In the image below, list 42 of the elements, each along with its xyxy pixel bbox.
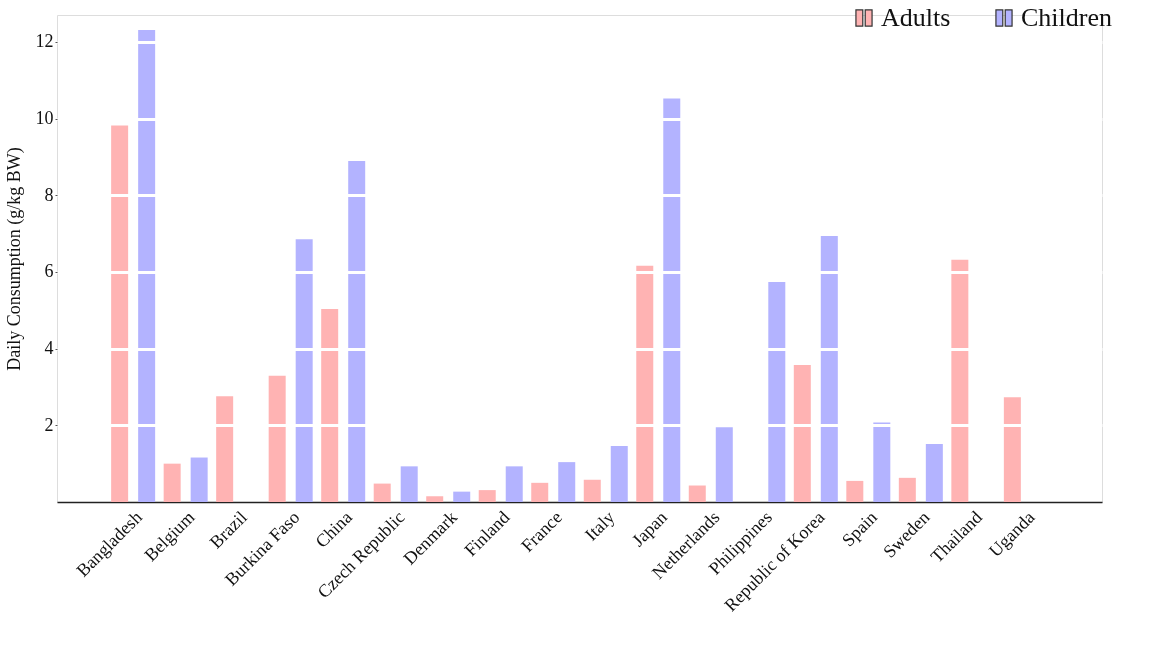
bar (663, 98, 681, 502)
legend-label: Adults (881, 3, 951, 32)
bar (820, 235, 838, 502)
bar (531, 482, 549, 502)
bar (951, 259, 969, 502)
bar (505, 466, 523, 502)
bar (768, 281, 786, 502)
bar (898, 477, 916, 502)
bar (216, 396, 234, 502)
bar (688, 485, 706, 502)
bar (268, 375, 286, 502)
bar (583, 479, 601, 502)
y-tick-label: 6 (44, 261, 54, 282)
x-tick-label: Italy (581, 507, 619, 545)
bar (400, 466, 418, 502)
bar (111, 125, 129, 502)
y-tick-label: 2 (44, 414, 54, 435)
bar (348, 161, 366, 502)
bar (426, 496, 444, 502)
legend-label: Children (1021, 3, 1112, 32)
bar (321, 309, 339, 502)
bar (793, 365, 811, 502)
bar (925, 444, 943, 502)
bar (1003, 397, 1021, 502)
bar (373, 483, 391, 502)
bar (715, 427, 733, 502)
bar (163, 463, 181, 502)
y-axis-title: Daily Consumption (g/kg BW) (3, 147, 25, 371)
bar (873, 422, 891, 502)
bar (138, 29, 156, 502)
bar (636, 265, 654, 502)
y-tick-label: 12 (35, 31, 54, 52)
y-tick-label: 4 (44, 338, 54, 359)
bar (558, 462, 576, 502)
bar (846, 480, 864, 502)
bar (295, 239, 313, 502)
bar (610, 446, 628, 502)
bar (190, 457, 208, 502)
y-tick-label: 10 (35, 108, 54, 129)
bar (453, 491, 471, 502)
bar (478, 490, 496, 502)
y-tick-label: 8 (44, 184, 54, 205)
